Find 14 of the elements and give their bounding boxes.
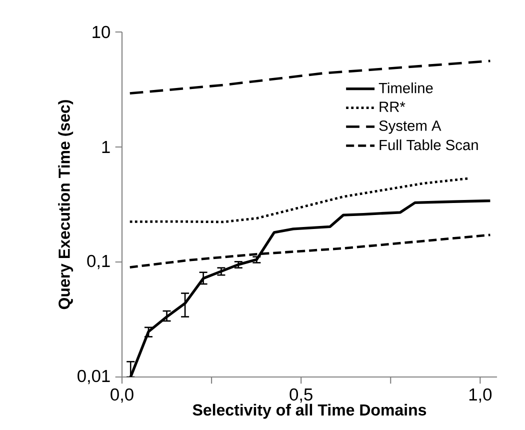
y-tick-label: 0,01 [78,370,110,384]
y-axis-title: Query Execution Time (sec) [58,100,74,310]
legend-label: Full Table Scan [380,139,478,150]
x-tick-label: 0,0 [110,388,134,403]
x-axis-title: Selectivity of all Time Domains [192,404,426,419]
legend-label: System A [379,120,442,134]
x-tick-label: 1,0 [469,388,492,403]
legend-label: Timeline [378,82,433,94]
legend-label: RR* [380,102,406,112]
y-tick-label: 1 [102,141,110,153]
y-tick-label: 10 [92,26,110,38]
line-series [128,60,492,95]
y-tick-label: 0,1 [87,254,110,270]
x-tick-label: 0,5 [290,388,312,403]
